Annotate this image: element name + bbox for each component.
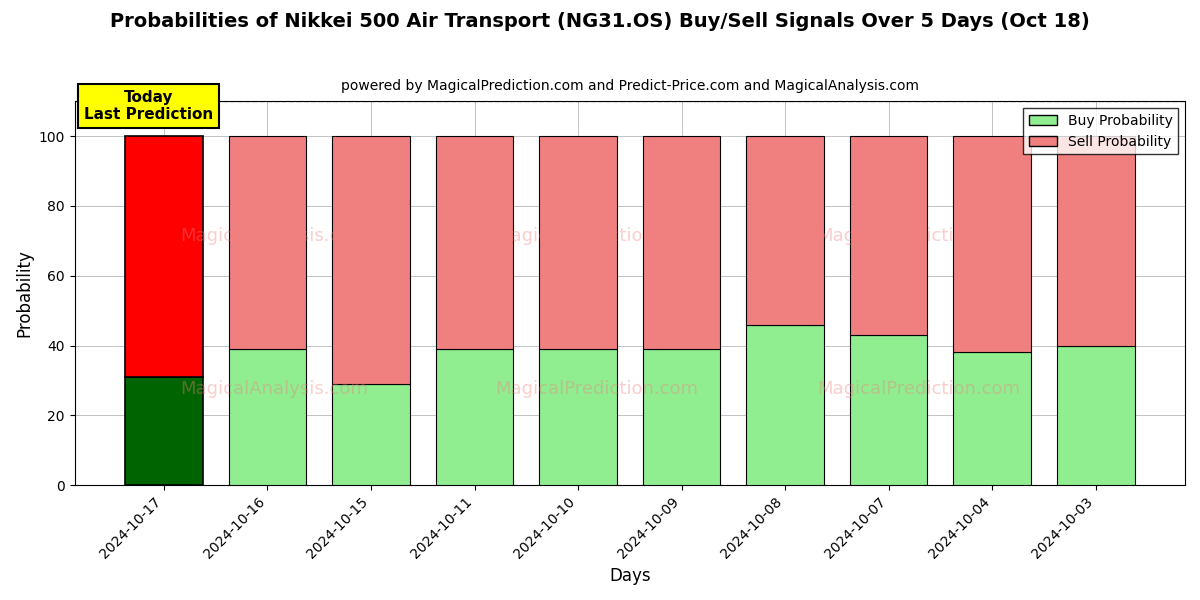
Bar <box>436 349 514 485</box>
Text: MagicalPrediction.com: MagicalPrediction.com <box>496 380 698 398</box>
Bar <box>332 384 410 485</box>
Bar <box>125 377 203 485</box>
Text: Today
Last Prediction: Today Last Prediction <box>84 89 214 122</box>
X-axis label: Days: Days <box>610 567 650 585</box>
Bar <box>332 136 410 384</box>
Text: Probabilities of Nikkei 500 Air Transport (NG31.OS) Buy/Sell Signals Over 5 Days: Probabilities of Nikkei 500 Air Transpor… <box>110 12 1090 31</box>
Bar <box>643 136 720 349</box>
Bar <box>1057 346 1134 485</box>
Bar <box>539 136 617 349</box>
Bar <box>539 349 617 485</box>
Text: MagicalAnalysis.com: MagicalAnalysis.com <box>180 380 368 398</box>
Bar <box>850 335 928 485</box>
Bar <box>850 136 928 335</box>
Bar <box>953 136 1031 352</box>
Bar <box>746 325 824 485</box>
Y-axis label: Probability: Probability <box>16 249 34 337</box>
Bar <box>1057 136 1134 346</box>
Text: MagicalPrediction.com: MagicalPrediction.com <box>496 227 698 245</box>
Bar <box>436 136 514 349</box>
Bar <box>953 352 1031 485</box>
Bar <box>643 349 720 485</box>
Legend: Buy Probability, Sell Probability: Buy Probability, Sell Probability <box>1024 108 1178 154</box>
Text: MagicalPrediction.com: MagicalPrediction.com <box>817 227 1020 245</box>
Text: MagicalPrediction.com: MagicalPrediction.com <box>817 380 1020 398</box>
Bar <box>125 136 203 377</box>
Title: powered by MagicalPrediction.com and Predict-Price.com and MagicalAnalysis.com: powered by MagicalPrediction.com and Pre… <box>341 79 919 93</box>
Bar <box>229 349 306 485</box>
Bar <box>229 136 306 349</box>
Bar <box>746 136 824 325</box>
Text: MagicalAnalysis.com: MagicalAnalysis.com <box>180 227 368 245</box>
